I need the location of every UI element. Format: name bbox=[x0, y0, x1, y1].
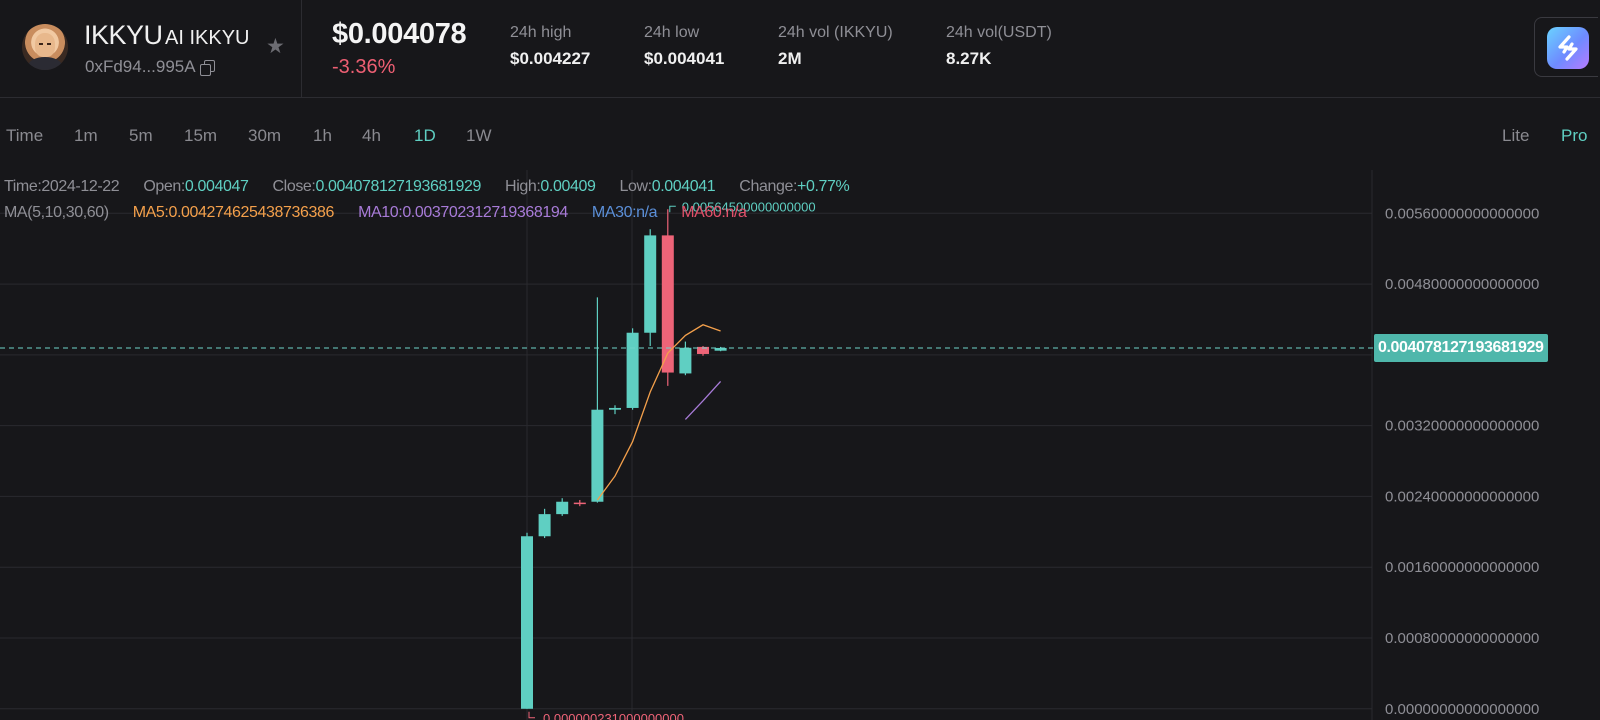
stat-label: 24h high bbox=[510, 24, 572, 41]
chart-canvas[interactable]: 0.00560000000000000 0.00480000000000000 0.… bbox=[0, 170, 1600, 720]
legend-change-value: +0.77% bbox=[797, 178, 850, 195]
copy-icon[interactable] bbox=[200, 60, 216, 76]
candlestick-chart[interactable]: 0.00560000000000000 0.00480000000000000 0.… bbox=[0, 170, 1600, 720]
stat-value: 2M bbox=[778, 49, 802, 68]
legend-low-label: Low: bbox=[619, 178, 653, 195]
stat-value: $0.004227 bbox=[510, 49, 591, 68]
token-info: IKKYU AI IKKYU ★ 0xFd94...995A bbox=[0, 0, 302, 98]
candle-body bbox=[538, 514, 551, 537]
price-change: -3.36% bbox=[332, 56, 396, 78]
legend-time-value: 2024-12-22 bbox=[41, 178, 120, 195]
legend-close-value: 0.004078127193681929 bbox=[315, 178, 481, 195]
y-axis-tick-label: 0.00000000000000000 bbox=[1385, 701, 1539, 718]
legend-close-label: Close: bbox=[272, 178, 316, 195]
timeframe-1m[interactable]: 1m bbox=[74, 126, 98, 145]
y-axis-tick-label: 0.00080000000000000 bbox=[1385, 630, 1539, 647]
stat-label: 24h vol(USDT) bbox=[946, 24, 1052, 41]
stat-label: 24h vol (IKKYU) bbox=[778, 24, 893, 41]
timeframe-15m[interactable]: 15m bbox=[184, 126, 218, 145]
legend-ma10-value: 0.003702312719368194 bbox=[402, 204, 568, 221]
min-annotation-arrow bbox=[528, 711, 535, 719]
avatar-eye bbox=[47, 43, 51, 45]
candle-body bbox=[573, 502, 586, 505]
legend-ma10-label: MA10: bbox=[358, 204, 403, 221]
mode-lite[interactable]: Lite bbox=[1502, 126, 1530, 145]
legend-ma5-label: MA5: bbox=[132, 204, 169, 221]
candle-body bbox=[697, 346, 709, 354]
candle-body bbox=[661, 235, 674, 373]
min-annotation-label: 0.000000231000000000 bbox=[543, 711, 684, 720]
timeframe-5m[interactable]: 5m bbox=[129, 126, 153, 145]
token-symbol: IKKYU bbox=[84, 20, 163, 50]
stat-24h-low: 24h low $0.004041 bbox=[644, 24, 724, 69]
avatar-face bbox=[35, 33, 55, 57]
y-axis-tick-label: 0.00320000000000000 bbox=[1385, 418, 1539, 435]
legend-ma60-value: n/a bbox=[725, 204, 747, 221]
stat-label: 24h low bbox=[644, 24, 700, 41]
stat-value: 8.27K bbox=[946, 49, 992, 68]
avatar-shirt bbox=[28, 57, 62, 70]
legend-low-value: 0.004041 bbox=[651, 178, 716, 195]
legend-change-label: Change: bbox=[739, 178, 797, 195]
legend-ma30-value: n/a bbox=[636, 204, 658, 221]
star-icon[interactable]: ★ bbox=[266, 35, 285, 58]
candle-body bbox=[679, 347, 692, 374]
legend-ma5-value: 0.004274625438736386 bbox=[168, 204, 335, 221]
exchange-logo-icon bbox=[1547, 27, 1589, 69]
timeframe-30m[interactable]: 30m bbox=[248, 126, 282, 145]
ma-legend: MA(5,10,30,60) MA5:0.004274625438736386 … bbox=[4, 204, 747, 222]
y-axis-tick-label: 0.00560000000000000 bbox=[1385, 205, 1539, 222]
stat-24h-vol-token: 24h vol (IKKYU) 2M bbox=[778, 24, 893, 69]
legend-high-label: High: bbox=[505, 178, 541, 195]
current-price: $0.004078 bbox=[332, 18, 467, 50]
candle-body bbox=[556, 501, 569, 515]
legend-ma60-label: MA60: bbox=[681, 204, 726, 221]
timeframe-1w[interactable]: 1W bbox=[466, 126, 492, 145]
market-header: IKKYU AI IKKYU ★ 0xFd94...995A $0.004078… bbox=[0, 0, 1600, 98]
timeframe-1h[interactable]: 1h bbox=[313, 126, 332, 145]
ma5-line bbox=[596, 324, 721, 501]
current-price-tag: 0.004078127193681929 bbox=[1374, 333, 1548, 362]
ohlc-legend: Time:2024-12-22 Open:0.004047 Close:0.00… bbox=[4, 178, 850, 196]
ma10-line bbox=[684, 380, 722, 420]
legend-ma30-label: MA30: bbox=[591, 204, 637, 221]
candle-body bbox=[521, 536, 533, 709]
token-address: 0xFd94...995A bbox=[85, 57, 196, 76]
legend-open-value: 0.004047 bbox=[184, 178, 249, 195]
y-axis-tick-label: 0.00240000000000000 bbox=[1385, 488, 1539, 505]
legend-ma-label: MA(5,10,30,60) bbox=[4, 204, 109, 221]
timeframe-4h[interactable]: 4h bbox=[362, 126, 381, 145]
legend-high-value: 0.00409 bbox=[540, 178, 596, 195]
max-annotation-arrow bbox=[669, 205, 676, 213]
timeframe-time[interactable]: Time bbox=[6, 126, 44, 145]
stat-value: $0.004041 bbox=[644, 49, 725, 68]
y-axis-tick-label: 0.00160000000000000 bbox=[1385, 559, 1539, 576]
candle-body bbox=[609, 407, 621, 410]
token-avatar[interactable] bbox=[22, 24, 68, 70]
mode-pro[interactable]: Pro bbox=[1561, 126, 1588, 145]
stat-24h-vol-usdt: 24h vol(USDT) 8.27K bbox=[946, 24, 1052, 69]
exchange-logo-button[interactable] bbox=[1534, 17, 1598, 77]
max-annotation-label: 0.00564500000000000 bbox=[682, 199, 816, 214]
candle-body bbox=[644, 235, 657, 333]
legend-open-label: Open: bbox=[143, 178, 185, 195]
candle-body bbox=[714, 347, 727, 351]
candle-body bbox=[626, 332, 639, 408]
token-name: AI IKKYU bbox=[165, 27, 250, 49]
y-axis-tick-label: 0.00480000000000000 bbox=[1385, 276, 1539, 293]
avatar-eye bbox=[39, 43, 43, 45]
stat-24h-high: 24h high $0.004227 bbox=[510, 24, 590, 69]
candle-body bbox=[591, 409, 604, 502]
legend-time-label: Time: bbox=[4, 178, 42, 195]
timeframe-1d[interactable]: 1D bbox=[414, 126, 436, 145]
